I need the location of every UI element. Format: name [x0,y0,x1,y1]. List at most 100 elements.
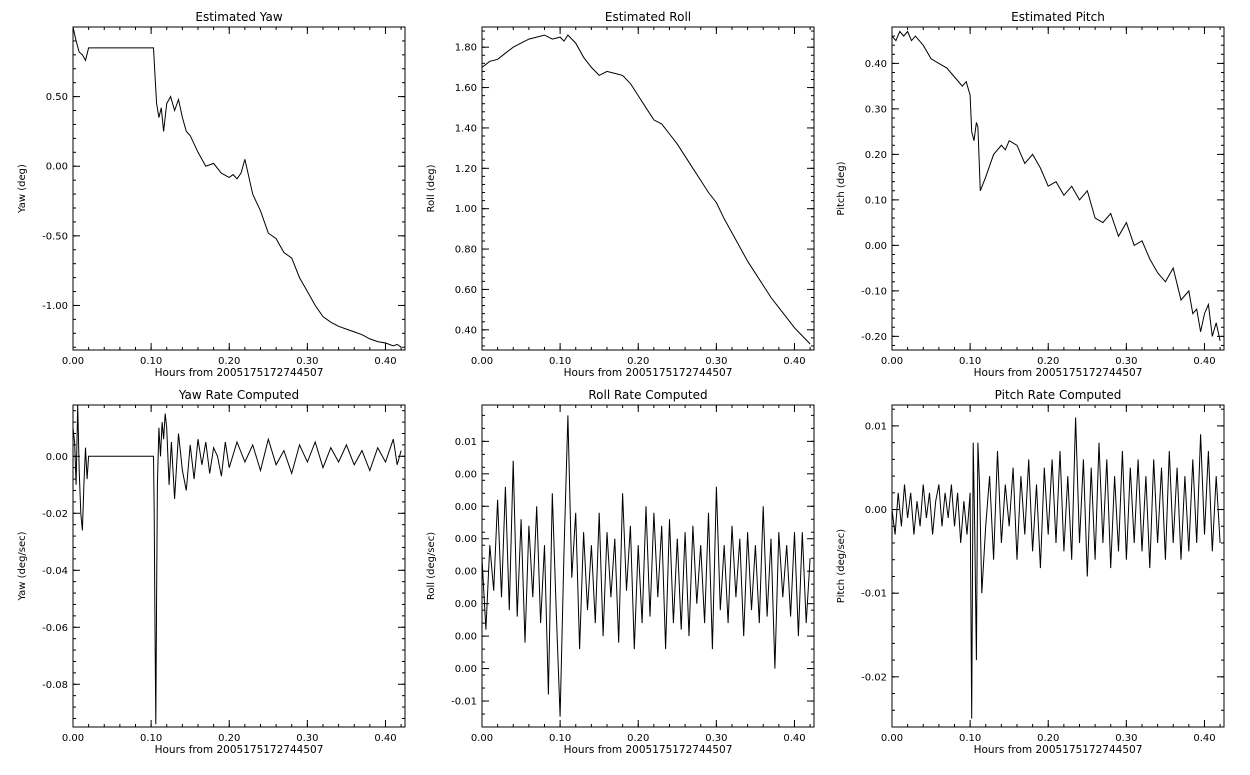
chart-title: Estimated Roll [605,10,691,24]
plot-frame [891,26,1225,351]
x-tick-label: 0.40 [374,733,396,744]
series-line-1 [481,34,811,345]
x-tick-label: 0.30 [705,733,727,744]
y-tick-label: 1.40 [455,123,477,134]
x-tick-label: 0.00 [62,733,84,744]
plot-frame [72,404,406,728]
chart-panel-2: Estimated Roll Hours from 200517517274450… [426,10,815,379]
y-tick-label: 0.00 [46,452,68,463]
plot-frame [891,404,1225,728]
series-line-1 [891,417,1221,719]
y-tick-label: -0.08 [42,680,68,691]
x-tick-label: 0.30 [705,356,727,367]
y-tick-label: 0.00 [455,469,477,480]
y-tick-label: -0.02 [861,672,887,683]
y-tick-label: -0.01 [451,697,477,708]
x-tick-label: 0.00 [471,356,493,367]
y-axis-label: Roll (deg/sec) [426,532,437,600]
x-tick-label: 0.40 [783,733,805,744]
x-tick-label: 0.20 [218,356,240,367]
y-tick-label: 0.00 [455,534,477,545]
y-tick-label: 0.00 [46,162,68,173]
y-tick-label: -0.06 [42,623,68,634]
y-tick-label: 0.10 [865,195,887,206]
x-tick-label: 0.40 [1193,733,1215,744]
y-tick-label: 1.80 [455,43,477,54]
x-axis-label: Hours from 2005175172744507 [155,744,324,756]
y-axis-label: Yaw (deg) [17,164,28,214]
x-tick-label: 0.20 [218,733,240,744]
x-tick-label: 0.30 [296,733,318,744]
chart-panel-5: Roll Rate Computed Hours from 20051751727… [426,388,815,756]
x-axis-label: Hours from 2005175172744507 [564,367,733,379]
y-tick-label: -0.50 [42,231,68,242]
x-tick-label: 0.00 [62,356,84,367]
plot-frame [72,26,406,351]
y-tick-label: -0.01 [861,589,887,600]
y-tick-label: 0.20 [865,150,887,161]
series-line-1 [891,30,1221,342]
chart-title: Estimated Yaw [195,10,282,24]
y-tick-label: 1.20 [455,164,477,175]
chart-title: Yaw Rate Computed [178,388,299,402]
x-tick-label: 0.30 [1115,356,1137,367]
y-tick-label: -0.04 [42,566,68,577]
chart-panel-3: Estimated Pitch Hours from 20051751727445… [836,10,1225,379]
series-line-1 [481,415,811,717]
y-axis-label: Pitch (deg/sec) [836,529,847,604]
y-tick-label: 0.40 [455,325,477,336]
y-tick-label: 0.00 [455,567,477,578]
series-line-1 [72,26,402,348]
plot-frame [481,26,815,351]
x-tick-label: 0.30 [296,356,318,367]
x-tick-label: 0.20 [627,733,649,744]
y-axis-label: Yaw (deg/sec) [17,531,28,601]
x-tick-label: 0.30 [1115,733,1137,744]
x-tick-label: 0.20 [1037,733,1059,744]
x-tick-label: 0.40 [374,356,396,367]
y-tick-label: 0.00 [455,599,477,610]
chart-panel-4: Yaw Rate Computed Hours from 200517517274… [17,388,406,756]
y-tick-label: 0.01 [455,437,477,448]
y-tick-label: 0.00 [455,664,477,675]
y-tick-label: -1.00 [42,301,68,312]
y-tick-label: 0.40 [865,59,887,70]
series-line-1 [72,404,402,725]
y-tick-label: 1.60 [455,83,477,94]
chart-title: Roll Rate Computed [588,388,707,402]
y-tick-label: 0.80 [455,245,477,256]
y-tick-label: 0.00 [455,632,477,643]
x-axis-label: Hours from 2005175172744507 [974,367,1143,379]
y-tick-label: 0.00 [865,241,887,252]
y-tick-label: 0.00 [455,502,477,513]
y-tick-label: -0.10 [861,286,887,297]
y-tick-label: 0.30 [865,104,887,115]
y-tick-label: 0.50 [46,92,68,103]
y-tick-label: 0.60 [455,285,477,296]
chart-panel-6: Pitch Rate Computed Hours from 2005175172… [836,388,1225,756]
x-tick-label: 0.40 [783,356,805,367]
x-tick-label: 0.40 [1193,356,1215,367]
x-tick-label: 0.10 [549,356,571,367]
x-tick-label: 0.10 [959,356,981,367]
y-tick-label: -0.20 [861,332,887,343]
x-tick-label: 0.00 [881,356,903,367]
x-tick-label: 0.10 [140,356,162,367]
x-tick-label: 0.20 [627,356,649,367]
x-tick-label: 0.00 [471,733,493,744]
x-axis-label: Hours from 2005175172744507 [974,744,1143,756]
y-axis-label: Roll (deg) [426,164,437,212]
x-tick-label: 0.10 [140,733,162,744]
x-axis-label: Hours from 2005175172744507 [564,744,733,756]
chart-title: Estimated Pitch [1011,10,1105,24]
chart-panel-1: Estimated Yaw Hours from 2005175172744507… [17,10,406,379]
x-tick-label: 0.00 [881,733,903,744]
y-tick-label: 1.00 [455,204,477,215]
y-tick-label: 0.01 [865,421,887,432]
y-axis-label: Pitch (deg) [836,161,847,215]
y-tick-label: 0.00 [865,505,887,516]
x-tick-label: 0.20 [1037,356,1059,367]
x-tick-label: 0.10 [549,733,571,744]
chart-title: Pitch Rate Computed [995,388,1122,402]
